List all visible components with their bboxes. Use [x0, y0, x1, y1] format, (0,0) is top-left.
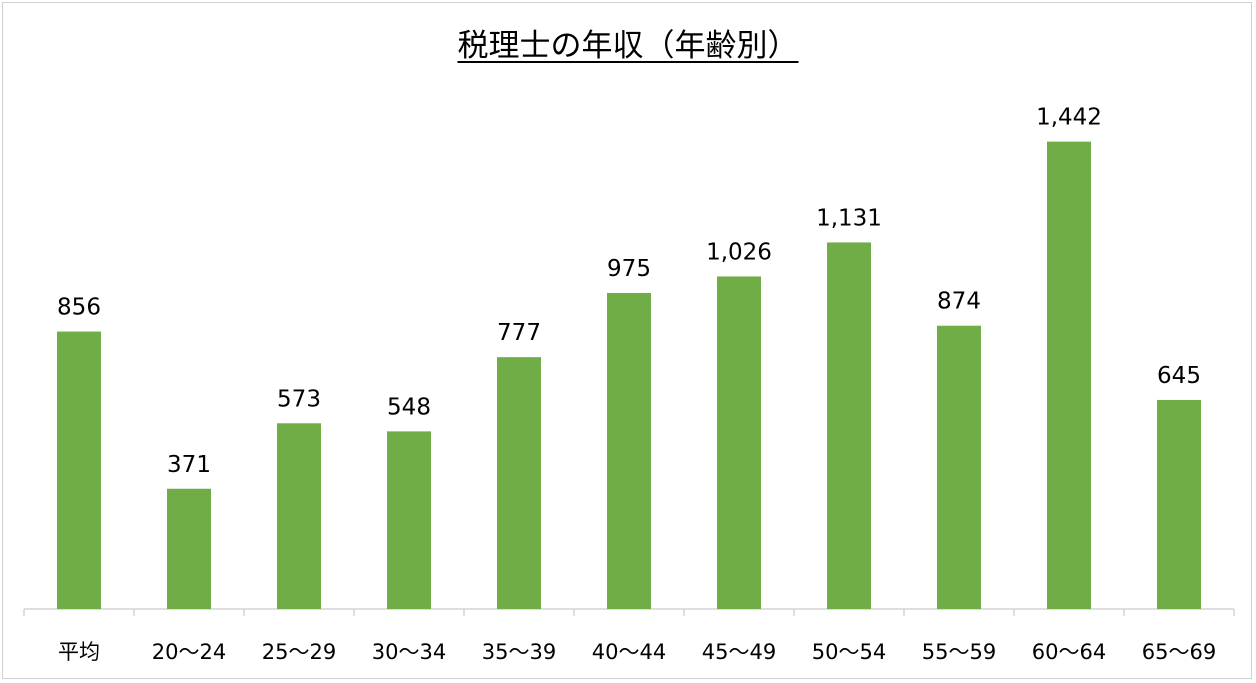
bar — [827, 242, 871, 609]
data-label: 1,026 — [706, 239, 772, 265]
x-tick-label: 50〜54 — [812, 640, 886, 664]
data-label: 371 — [167, 452, 211, 478]
bar — [717, 276, 761, 609]
chart-title: 税理士の年収（年齢別） — [457, 28, 799, 64]
data-label: 975 — [607, 256, 651, 282]
bar — [937, 325, 981, 609]
data-label: 645 — [1157, 363, 1201, 389]
x-tick-label: 40〜44 — [592, 640, 666, 664]
x-tick-label: 20〜24 — [152, 640, 226, 664]
bar — [387, 431, 431, 609]
bar — [57, 331, 101, 609]
data-label: 1,131 — [816, 205, 882, 231]
data-label: 548 — [387, 394, 431, 420]
x-tick-label: 30〜34 — [372, 640, 446, 664]
x-tick-label: 45〜49 — [702, 640, 776, 664]
x-tick-label: 60〜64 — [1032, 640, 1106, 664]
x-tick-label: 55〜59 — [922, 640, 996, 664]
x-tick-label: 65〜69 — [1142, 640, 1216, 664]
bar — [1157, 399, 1201, 609]
x-tick-label: 25〜29 — [262, 640, 336, 664]
bar — [1047, 141, 1091, 609]
bar — [167, 488, 211, 609]
bar — [277, 423, 321, 609]
data-label: 1,442 — [1036, 105, 1102, 131]
data-label: 777 — [497, 320, 541, 346]
bar — [497, 357, 541, 609]
data-label: 874 — [937, 289, 981, 315]
x-tick-label: 35〜39 — [482, 640, 556, 664]
x-tick-label: 平均 — [58, 640, 100, 664]
bar — [607, 292, 651, 609]
data-label: 856 — [57, 295, 101, 321]
data-label: 573 — [277, 386, 321, 412]
